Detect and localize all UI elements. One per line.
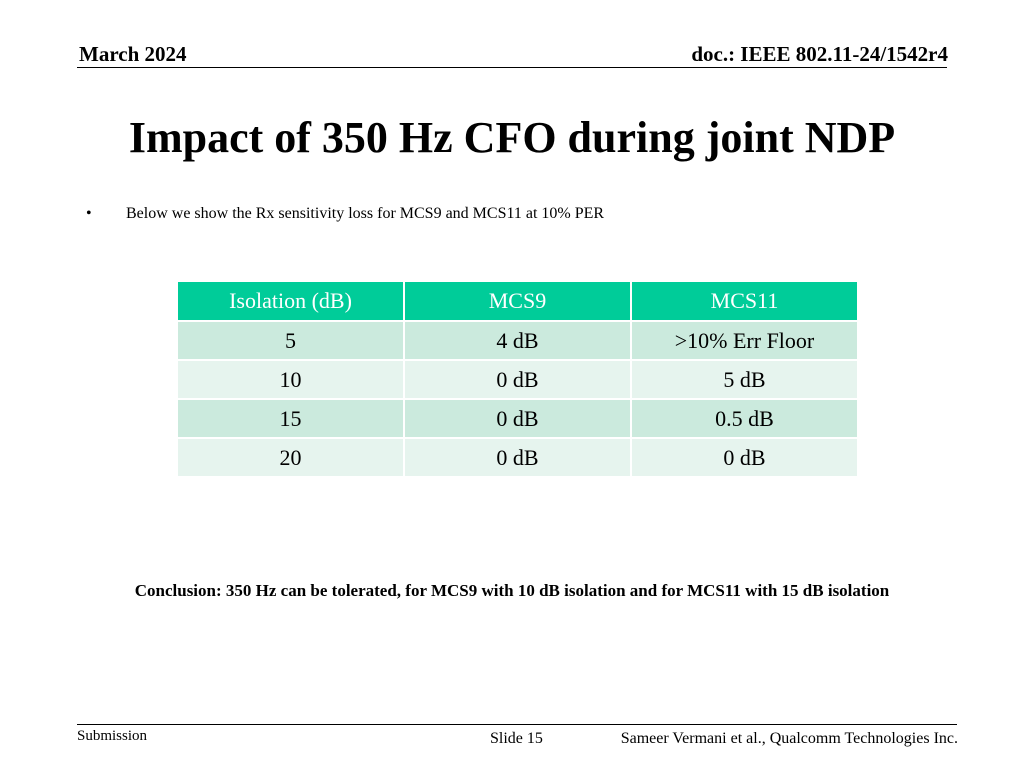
header-mcs11: MCS11 — [630, 280, 859, 322]
footer-author: Sameer Vermani et al., Qualcomm Technolo… — [620, 730, 958, 747]
cell-mcs9: 0 dB — [403, 437, 632, 478]
cell-mcs11: 0.5 dB — [630, 398, 859, 439]
header-date: March 2024 — [79, 42, 187, 66]
table-header-row: Isolation (dB) MCS9 MCS11 — [176, 280, 859, 322]
cell-mcs11: 5 dB — [630, 359, 859, 400]
cell-mcs11: 0 dB — [630, 437, 859, 478]
table-row: 20 0 dB 0 dB — [176, 437, 859, 478]
cell-mcs11: >10% Err Floor — [630, 320, 859, 361]
header-doc-id: doc.: IEEE 802.11-24/1542r4 — [691, 42, 948, 66]
cell-isolation: 15 — [176, 398, 405, 439]
cell-isolation: 5 — [176, 320, 405, 361]
footer-submission: Submission — [77, 728, 148, 744]
footer-slide-number: Slide 15 — [490, 730, 543, 747]
header-mcs9: MCS9 — [403, 280, 632, 322]
cell-mcs9: 0 dB — [403, 398, 632, 439]
sensitivity-table: Isolation (dB) MCS9 MCS11 5 4 dB >10% Er… — [176, 280, 859, 478]
conclusion-text: Conclusion: 350 Hz can be tolerated, for… — [134, 581, 890, 600]
cell-mcs9: 0 dB — [403, 359, 632, 400]
header-isolation: Isolation (dB) — [176, 280, 405, 322]
bullet-text: Below we show the Rx sensitivity loss fo… — [126, 205, 605, 222]
table-row: 10 0 dB 5 dB — [176, 359, 859, 400]
slide-title: Impact of 350 Hz CFO during joint NDP — [128, 113, 896, 162]
table-row: 15 0 dB 0.5 dB — [176, 398, 859, 439]
cell-isolation: 10 — [176, 359, 405, 400]
header-divider — [77, 67, 947, 68]
table-row: 5 4 dB >10% Err Floor — [176, 320, 859, 361]
bullet-item: • Below we show the Rx sensitivity loss f… — [86, 204, 604, 224]
footer-divider — [77, 724, 957, 725]
cell-isolation: 20 — [176, 437, 405, 478]
bullet-icon: • — [86, 205, 92, 222]
cell-mcs9: 4 dB — [403, 320, 632, 361]
